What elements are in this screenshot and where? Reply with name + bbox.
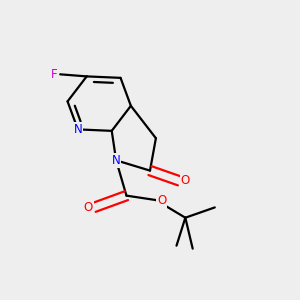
- Text: N: N: [112, 154, 121, 167]
- Text: O: O: [157, 194, 167, 207]
- Text: F: F: [51, 68, 58, 81]
- Text: O: O: [83, 201, 93, 214]
- Text: N: N: [74, 123, 82, 136]
- Text: O: O: [181, 174, 190, 188]
